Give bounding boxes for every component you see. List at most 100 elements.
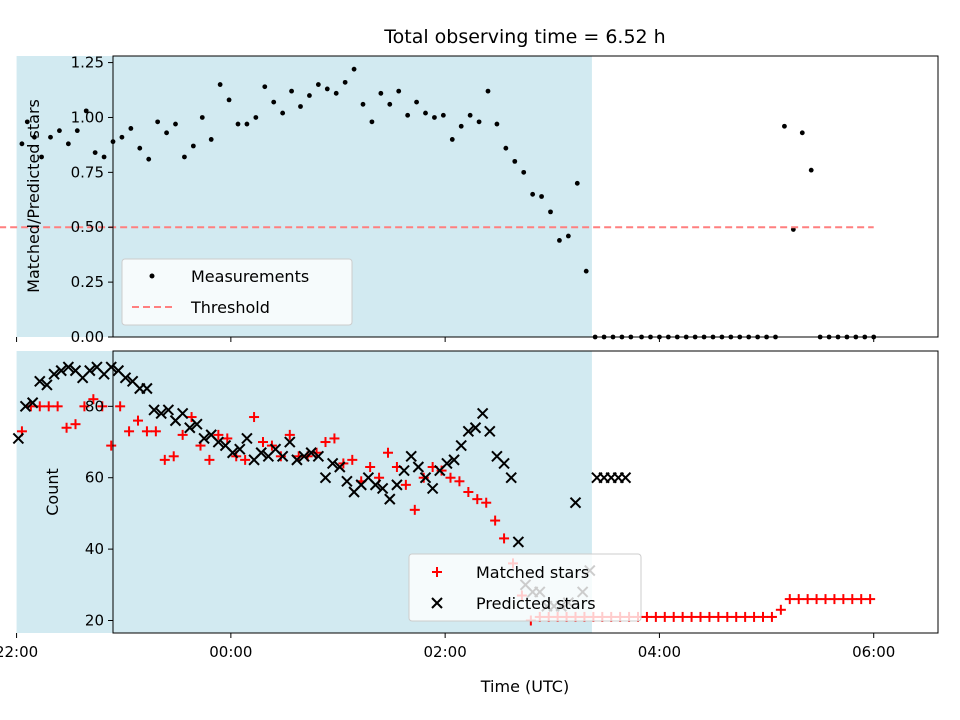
matched-star-point — [847, 594, 858, 605]
bottom-y-axis-label: Count — [43, 468, 62, 516]
matched-star-point — [365, 462, 376, 473]
measurement-point — [32, 134, 37, 140]
matched-star-point — [650, 611, 661, 622]
matched-star-point — [79, 401, 90, 412]
predicted-star-point — [312, 450, 325, 463]
matched-star-point — [61, 422, 72, 433]
measurement-point — [298, 104, 303, 109]
matched-star-point — [52, 401, 63, 412]
measurement-point — [432, 115, 437, 120]
predicted-star-point — [441, 457, 453, 470]
measurement-point — [173, 121, 178, 127]
matched-star-point — [668, 611, 679, 622]
y-tick-label: 80 — [85, 397, 104, 415]
predicted-star-point — [162, 404, 175, 416]
top-legend-box — [121, 258, 353, 326]
measurement-point — [24, 119, 30, 125]
measurement-point — [360, 101, 366, 107]
measurement-point — [521, 169, 527, 175]
measurement-point — [485, 88, 491, 94]
measurement-point — [164, 130, 169, 136]
matched-star-point — [168, 451, 179, 462]
predicted-star-point — [191, 418, 203, 430]
matched-star-point — [347, 454, 358, 465]
x-axis-label: Time (UTC) — [480, 677, 569, 696]
matched-star-point — [133, 415, 143, 426]
predicted-star-point — [184, 422, 196, 434]
matched-star-point — [115, 401, 126, 412]
bottom-legend: Matched stars Predicted stars — [408, 553, 642, 622]
measurement-point — [458, 123, 464, 129]
predicted-star-point — [426, 482, 439, 495]
predicted-star-point — [512, 536, 525, 548]
measurement-point — [217, 82, 223, 87]
measurement-point — [182, 154, 187, 160]
measurement-point — [235, 121, 241, 127]
measurement-point — [423, 110, 428, 116]
measurement-point — [146, 156, 152, 162]
matched-star-point — [445, 472, 456, 483]
y-tick-label: 0.75 — [71, 163, 104, 181]
predicted-star-point — [234, 443, 246, 455]
y-tick-label: 0.25 — [71, 273, 104, 291]
predicted-star-point — [469, 422, 482, 434]
matched-star-point — [409, 504, 420, 515]
measurement-point — [539, 194, 544, 199]
predicted-star-point — [26, 397, 39, 409]
measurement-point — [155, 119, 161, 125]
measurement-point — [262, 84, 268, 90]
matched-star-point — [240, 454, 251, 465]
measurement-point — [396, 88, 402, 94]
matched-star-point — [793, 594, 804, 605]
legend-measurements-marker — [149, 273, 155, 279]
predicted-star-point — [84, 364, 96, 377]
measurement-point — [324, 86, 330, 92]
measurement-point — [101, 154, 107, 160]
predicted-star-point — [391, 479, 403, 491]
measurement-point — [244, 121, 250, 127]
y-tick-label: 0.50 — [71, 218, 104, 236]
measurement-point — [574, 180, 580, 186]
measurement-point — [128, 126, 134, 131]
measurement-point — [378, 90, 384, 96]
predicted-star-point — [55, 364, 67, 377]
matched-star-point — [704, 611, 715, 622]
predicted-star-point — [341, 475, 353, 487]
matched-star-point — [177, 429, 188, 440]
measurement-point — [351, 66, 357, 72]
top-axes-frame — [112, 55, 939, 338]
matched-star-point — [204, 454, 215, 465]
predicted-star-point — [405, 450, 417, 463]
matched-star-point — [258, 437, 268, 448]
matched-star-point — [641, 611, 652, 622]
top-panel: 0.00 0.25 0.50 0.75 1.00 1.25 Total observing… — [0, 26, 939, 346]
matched-star-point — [249, 412, 260, 423]
predicted-star-point — [334, 461, 346, 473]
y-tick-label: 1.25 — [71, 54, 104, 72]
matched-star-point — [141, 426, 152, 437]
matched-star-point — [695, 611, 706, 622]
matched-star-point — [820, 594, 831, 605]
matched-star-point — [97, 401, 108, 412]
measurement-point — [369, 119, 375, 125]
predicted-star-point — [455, 439, 467, 452]
measurement-point — [83, 108, 89, 114]
predicted-star-point — [484, 425, 496, 438]
matched-star-point — [275, 451, 286, 462]
predicted-star-point — [398, 464, 410, 477]
top-x-ticks — [16, 337, 875, 342]
measurement-point — [226, 97, 232, 103]
predicted-star-point — [448, 454, 460, 466]
matched-star-point — [311, 447, 322, 458]
top-legend: Measurements Threshold — [121, 258, 353, 326]
predicted-star-point — [369, 479, 382, 491]
measurement-point — [92, 150, 98, 155]
measurement-point — [289, 88, 294, 94]
matched-star-point — [454, 476, 465, 487]
matched-star-point — [490, 515, 501, 526]
matched-star-point — [802, 594, 813, 605]
legend-predicted-label: Predicted stars — [476, 594, 596, 613]
legend-matched-marker — [432, 567, 442, 577]
